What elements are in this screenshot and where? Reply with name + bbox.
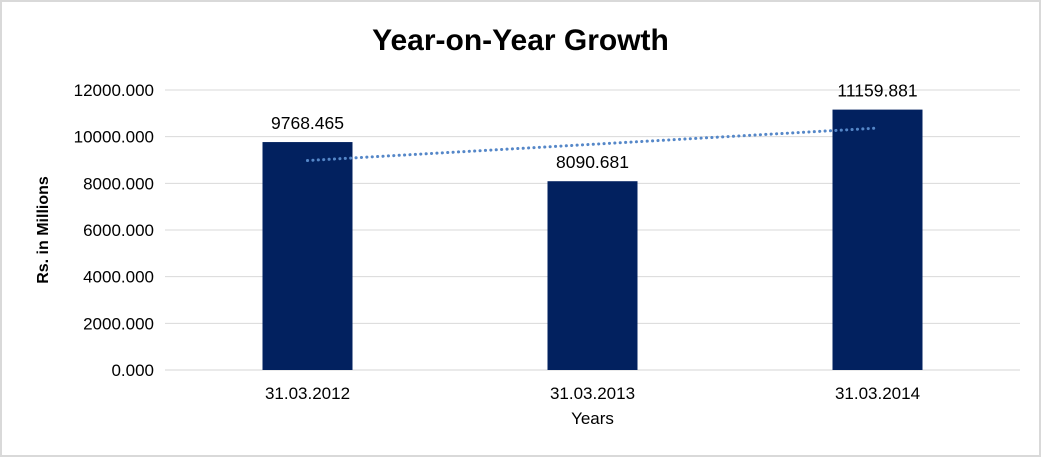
y-tick-label: 10000.000 bbox=[74, 128, 154, 147]
trendline-dotted bbox=[306, 126, 879, 163]
data-label: 9768.465 bbox=[271, 113, 344, 133]
y-tick-label: 2000.000 bbox=[83, 314, 154, 333]
bar-31.03.2012 bbox=[262, 142, 353, 370]
bar-31.03.2014 bbox=[832, 109, 923, 370]
x-axis-title: Years bbox=[571, 409, 614, 428]
x-tick-label: 31.03.2012 bbox=[265, 384, 350, 403]
data-label: 8090.681 bbox=[556, 152, 629, 172]
y-tick-label: 0.000 bbox=[111, 361, 154, 380]
data-label: 11159.881 bbox=[837, 81, 917, 101]
y-tick-label: 4000.000 bbox=[83, 268, 154, 287]
y-tick-label: 12000.000 bbox=[74, 81, 154, 100]
bar-31.03.2013 bbox=[547, 181, 638, 370]
x-tick-label: 31.03.2013 bbox=[550, 384, 635, 403]
y-tick-label: 8000.000 bbox=[83, 174, 154, 193]
x-tick-label: 31.03.2014 bbox=[835, 384, 920, 403]
chart-title: Year-on-Year Growth bbox=[372, 24, 669, 57]
y-tick-label: 6000.000 bbox=[83, 221, 154, 240]
